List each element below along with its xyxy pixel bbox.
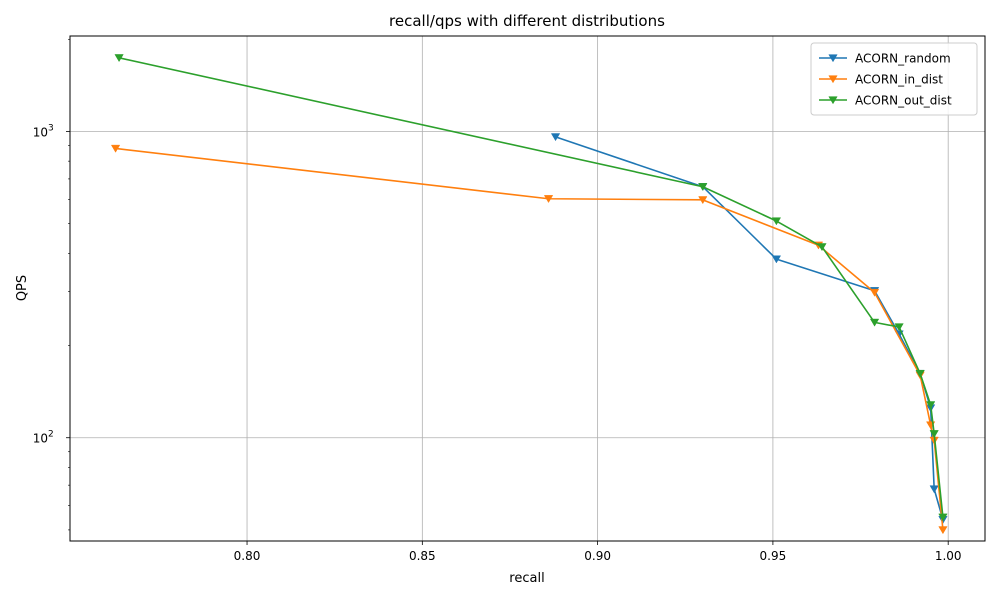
grid [70,36,985,541]
x-tick-label: 1.00 [935,549,962,563]
plot-frame [69,35,986,542]
series-line-ACORN_out_dist [118,57,944,518]
y-tick-exponent: 3 [48,123,54,133]
data-point-ACORN_random [929,485,939,494]
y-tick-base: 10 [33,125,48,139]
data-point-ACORN_out_dist [771,217,782,226]
data-point-ACORN_out_dist [929,430,939,439]
plot-series [110,54,948,535]
legend-label: ACORN_random [855,52,951,66]
data-point-ACORN_out_dist [915,369,925,378]
legend: ACORN_random ACORN_in_dist ACORN_out_dist [810,42,978,116]
data-point-ACORN_random [771,255,782,264]
x-axis-label: recall [509,571,544,586]
y-tick-label: 10 [33,432,48,446]
y-axis-label: QPS [15,275,30,301]
legend-marker [828,75,838,84]
y-tick-label: 10 [33,125,48,139]
x-tick-label: 0.90 [584,549,611,563]
data-point-ACORN_in_dist [869,288,880,297]
data-point-ACORN_out_dist [698,183,708,192]
data-point-ACORN_out_dist [894,323,904,332]
x-tick-label: 0.80 [234,549,261,563]
data-point-ACORN_out_dist [938,513,948,522]
legend-marker [828,96,838,105]
data-point-ACORN_in_dist [938,526,948,535]
data-point-ACORN_out_dist [817,243,827,252]
x-tick-label: 0.95 [760,549,787,563]
chart-title: recall/qps with different distributions [389,12,665,30]
y-tick-base: 10 [33,432,48,446]
legend-box [810,42,978,116]
legend-label: ACORN_in_dist [855,73,943,87]
data-point-ACORN_out_dist [869,318,880,327]
legend-marker [828,54,838,63]
data-point-ACORN_out_dist [926,401,936,410]
data-point-ACORN_in_dist [698,196,708,205]
y-tick-exponent: 2 [48,430,54,440]
x-tick-label: 0.85 [409,549,436,563]
data-point-ACORN_out_dist [114,54,124,63]
data-point-ACORN_random [550,133,561,142]
legend-label: ACORN_out_dist [855,94,952,108]
data-point-ACORN_in_dist [110,144,121,153]
data-point-ACORN_in_dist [543,195,554,204]
